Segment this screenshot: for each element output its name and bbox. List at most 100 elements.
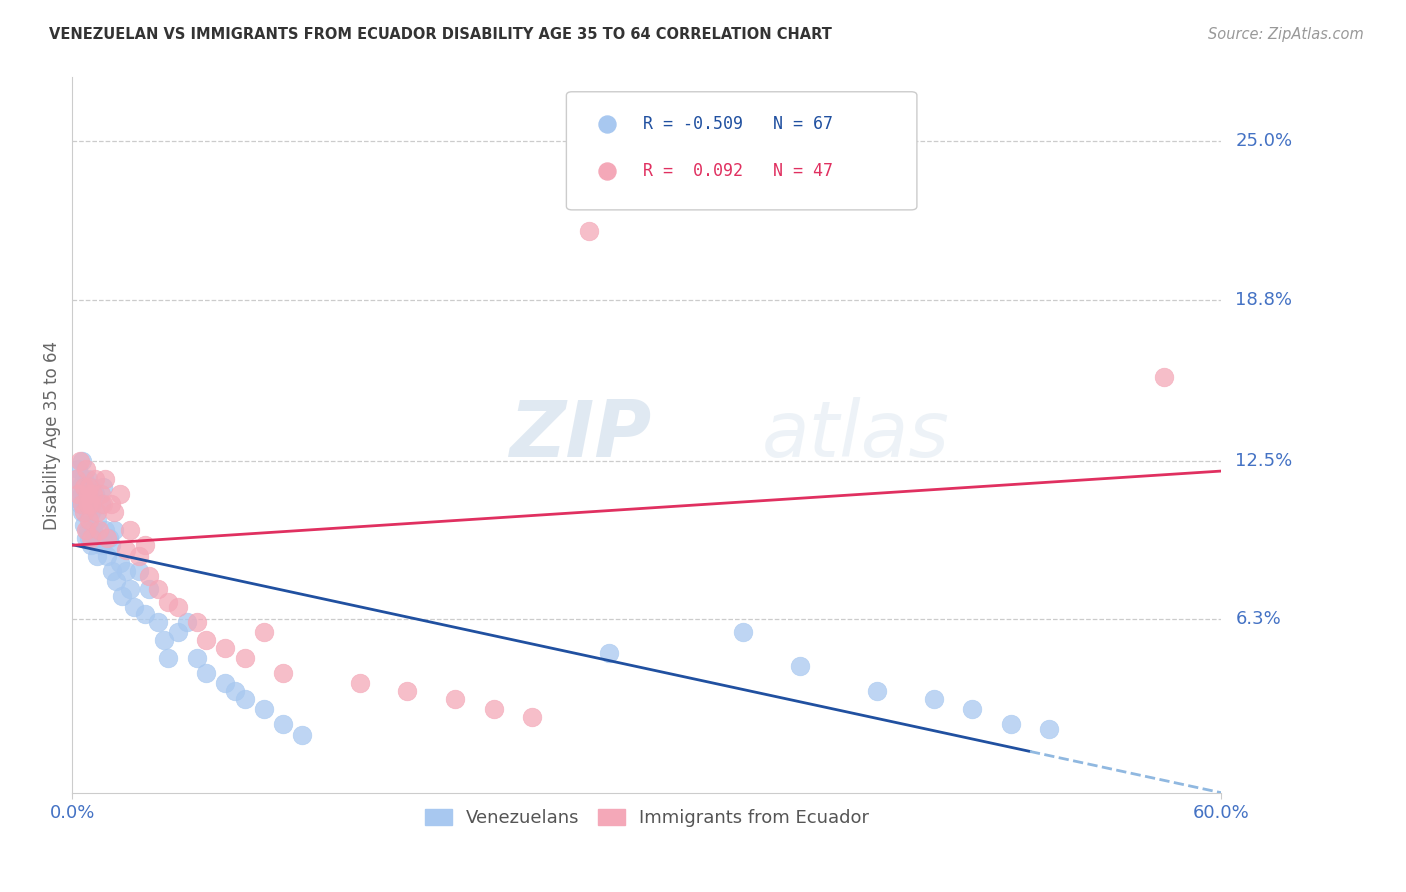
Point bbox=[866, 684, 889, 698]
Point bbox=[349, 676, 371, 690]
Point bbox=[101, 564, 124, 578]
Point bbox=[195, 666, 218, 681]
Point bbox=[66, 461, 89, 475]
Point bbox=[444, 691, 467, 706]
Point bbox=[156, 650, 179, 665]
Point bbox=[70, 505, 93, 519]
Point bbox=[66, 492, 89, 507]
Point bbox=[82, 487, 104, 501]
Point bbox=[86, 505, 108, 519]
Point bbox=[73, 479, 96, 493]
Point bbox=[91, 498, 114, 512]
Point bbox=[134, 538, 156, 552]
Point bbox=[87, 523, 110, 537]
Point bbox=[122, 599, 145, 614]
Point bbox=[271, 717, 294, 731]
Point bbox=[76, 523, 98, 537]
Point bbox=[103, 523, 125, 537]
Point bbox=[87, 531, 110, 545]
Point bbox=[80, 531, 103, 545]
Point bbox=[166, 599, 188, 614]
Point bbox=[96, 549, 118, 563]
Point bbox=[70, 454, 93, 468]
Point bbox=[118, 582, 141, 596]
Point bbox=[82, 498, 104, 512]
Point bbox=[128, 564, 150, 578]
Point bbox=[86, 549, 108, 563]
Point bbox=[115, 543, 138, 558]
Point bbox=[73, 505, 96, 519]
Point bbox=[76, 472, 98, 486]
Point bbox=[94, 472, 117, 486]
Point bbox=[1000, 717, 1022, 731]
Point bbox=[80, 498, 103, 512]
FancyBboxPatch shape bbox=[567, 92, 917, 210]
Point bbox=[253, 702, 276, 716]
Y-axis label: Disability Age 35 to 64: Disability Age 35 to 64 bbox=[44, 341, 60, 530]
Point bbox=[94, 523, 117, 537]
Text: atlas: atlas bbox=[762, 398, 949, 474]
Point bbox=[186, 650, 208, 665]
Point bbox=[108, 487, 131, 501]
Point bbox=[75, 487, 97, 501]
Point bbox=[253, 625, 276, 640]
Point bbox=[79, 479, 101, 493]
Point bbox=[962, 702, 984, 716]
Point bbox=[80, 538, 103, 552]
Point bbox=[655, 160, 678, 174]
Text: 25.0%: 25.0% bbox=[1236, 132, 1292, 151]
Point bbox=[214, 640, 236, 655]
Point bbox=[108, 556, 131, 570]
Point bbox=[100, 498, 122, 512]
Point bbox=[76, 505, 98, 519]
Point bbox=[233, 650, 256, 665]
Point bbox=[520, 709, 543, 723]
Point bbox=[233, 691, 256, 706]
Point bbox=[97, 531, 120, 545]
Point bbox=[76, 487, 98, 501]
Point bbox=[79, 531, 101, 545]
Point bbox=[128, 549, 150, 563]
Point bbox=[115, 564, 138, 578]
Point bbox=[118, 523, 141, 537]
Point bbox=[578, 224, 600, 238]
Point bbox=[224, 684, 246, 698]
Point bbox=[73, 517, 96, 532]
Point bbox=[75, 523, 97, 537]
Point bbox=[291, 727, 314, 741]
Point bbox=[482, 702, 505, 716]
Point bbox=[105, 574, 128, 588]
Text: 18.8%: 18.8% bbox=[1236, 291, 1292, 309]
Point bbox=[86, 513, 108, 527]
Point bbox=[100, 538, 122, 552]
Point bbox=[598, 646, 620, 660]
Point bbox=[80, 505, 103, 519]
Point bbox=[148, 582, 170, 596]
Point bbox=[166, 625, 188, 640]
Point bbox=[80, 479, 103, 493]
Point bbox=[70, 498, 93, 512]
Text: 6.3%: 6.3% bbox=[1236, 610, 1281, 629]
Point bbox=[69, 479, 91, 493]
Point bbox=[186, 615, 208, 629]
Point bbox=[69, 454, 91, 468]
Point bbox=[73, 498, 96, 512]
Point bbox=[75, 531, 97, 545]
Point bbox=[66, 487, 89, 501]
Point bbox=[75, 461, 97, 475]
Point bbox=[79, 513, 101, 527]
Point bbox=[65, 472, 87, 486]
Point bbox=[195, 632, 218, 647]
Point bbox=[90, 498, 112, 512]
Point bbox=[789, 658, 811, 673]
Point bbox=[922, 691, 945, 706]
Point bbox=[134, 607, 156, 622]
Point bbox=[148, 615, 170, 629]
Point bbox=[96, 531, 118, 545]
Point bbox=[90, 538, 112, 552]
Point bbox=[156, 594, 179, 608]
Legend: Venezuelans, Immigrants from Ecuador: Venezuelans, Immigrants from Ecuador bbox=[418, 802, 876, 834]
Point bbox=[70, 487, 93, 501]
Text: ZIP: ZIP bbox=[509, 398, 651, 474]
Point bbox=[138, 582, 160, 596]
